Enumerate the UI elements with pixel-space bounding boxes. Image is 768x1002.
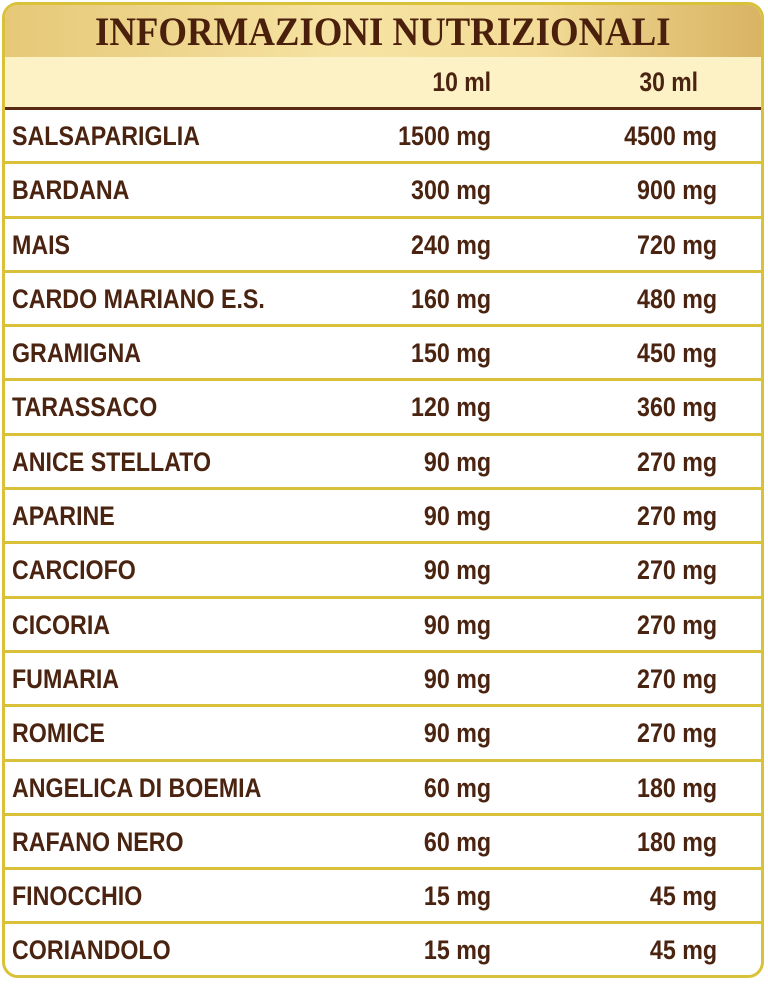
ingredient-name: CARCIOFO [12,555,136,586]
value-10ml: 1500 mg [398,121,491,151]
value-30ml: 4500 mg [624,121,717,151]
value-10ml: 90 mg [423,663,491,694]
value-10ml: 240 mg [410,229,491,260]
table-row: APARINE 90 mg 270 mg [5,490,761,545]
value-30ml: 270 mg [636,446,717,477]
value-30ml: 180 mg [636,772,717,803]
column-header-row: 10 ml 30 ml [5,57,761,110]
table-row: GRAMIGNA 150 mg 450 mg [5,327,761,382]
table-row: CARDO MARIANO E.S. 160 mg 480 mg [5,273,761,328]
value-30ml: 900 mg [636,175,717,206]
ingredient-name: APARINE [12,501,115,532]
table-row: ANGELICA DI BOEMIA 60 mg 180 mg [5,762,761,816]
value-10ml: 60 mg [423,826,491,857]
table-row: BARDANA 300 mg 900 mg [5,164,761,219]
table-row: CARCIOFO 90 mg 270 mg [5,544,761,599]
value-30ml: 480 mg [636,283,717,314]
value-10ml: 150 mg [410,338,491,369]
value-30ml: 45 mg [649,881,717,912]
table-row: RAFANO NERO 60 mg 180 mg [5,816,761,871]
ingredient-name: FINOCCHIO [12,881,143,912]
ingredient-name: ROMICE [12,718,105,749]
value-10ml: 15 mg [423,881,491,912]
title-bar: INFORMAZIONI NUTRIZIONALI [5,5,761,57]
table-row: SALSAPARIGLIA 1500 mg 4500 mg [5,110,761,165]
value-30ml: 270 mg [636,501,717,532]
value-10ml: 160 mg [410,283,491,314]
value-10ml: 90 mg [423,609,491,640]
ingredient-name: TARASSACO [12,392,158,423]
table-row: FUMARIA 90 mg 270 mg [5,653,761,708]
value-30ml: 270 mg [636,609,717,640]
ingredient-name: ANICE STELLATO [12,446,212,477]
ingredient-name: ANGELICA DI BOEMIA [12,772,262,803]
table-row: FINOCCHIO 15 mg 45 mg [5,870,761,925]
ingredient-name: CARDO MARIANO E.S. [12,283,265,314]
value-30ml: 450 mg [636,338,717,369]
value-30ml: 270 mg [636,555,717,586]
nutrition-table: INFORMAZIONI NUTRIZIONALI 10 ml 30 ml SA… [2,2,764,978]
value-10ml: 90 mg [423,501,491,532]
ingredient-name: RAFANO NERO [12,826,184,857]
value-10ml: 60 mg [423,772,491,803]
table-row: CICORIA 90 mg 270 mg [5,599,761,653]
table-title: INFORMAZIONI NUTRIZIONALI [95,8,671,54]
value-10ml: 90 mg [423,446,491,477]
column-header-10ml: 10 ml [432,67,491,97]
table-row: TARASSACO 120 mg 360 mg [5,381,761,436]
value-10ml: 300 mg [410,175,491,206]
value-30ml: 270 mg [636,718,717,749]
value-10ml: 15 mg [423,935,491,966]
table-row: ROMICE 90 mg 270 mg [5,707,761,762]
column-header-30ml: 30 ml [639,67,698,97]
ingredient-name: GRAMIGNA [12,338,141,369]
value-10ml: 120 mg [410,392,491,423]
ingredient-name: BARDANA [12,175,130,206]
ingredient-name: FUMARIA [12,663,120,694]
value-30ml: 270 mg [636,663,717,694]
ingredient-name: MAIS [12,229,71,260]
value-30ml: 360 mg [636,392,717,423]
table-row: CORIANDOLO 15 mg 45 mg [5,924,761,975]
value-10ml: 90 mg [423,718,491,749]
value-10ml: 90 mg [423,555,491,586]
value-30ml: 45 mg [649,935,717,966]
ingredient-name: SALSAPARIGLIA [12,121,200,151]
value-30ml: 720 mg [636,229,717,260]
table-row: ANICE STELLATO 90 mg 270 mg [5,436,761,491]
value-30ml: 180 mg [636,826,717,857]
table-row: MAIS 240 mg 720 mg [5,219,761,273]
ingredient-name: CORIANDOLO [12,935,171,966]
ingredient-name: CICORIA [12,609,111,640]
table-body: SALSAPARIGLIA 1500 mg 4500 mg BARDANA 300 mg… [5,110,761,975]
